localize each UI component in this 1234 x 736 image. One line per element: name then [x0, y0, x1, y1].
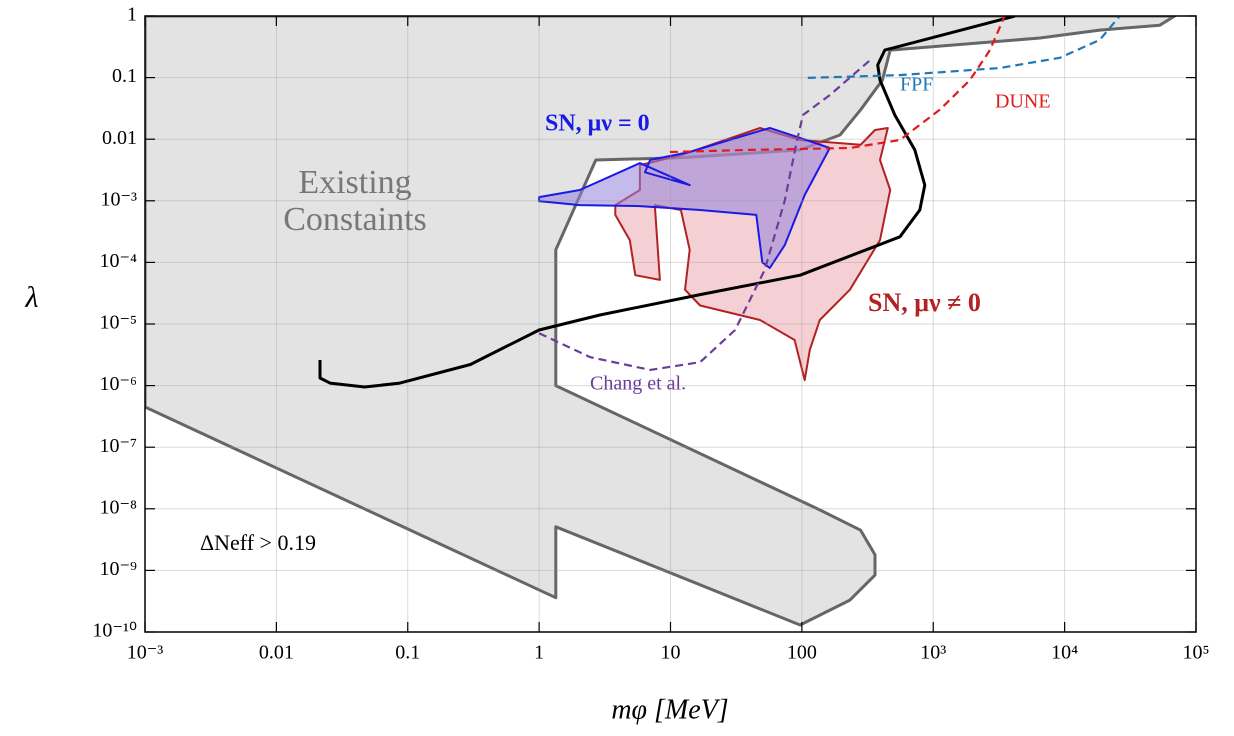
x-axis-label: mφ [MeV]	[611, 694, 728, 725]
y-tick-label: 0.01	[102, 127, 137, 149]
annotation: SN, μν ≠ 0	[868, 288, 981, 317]
x-tick-label: 10	[661, 642, 681, 664]
x-tick-label: 100	[787, 642, 817, 664]
curve	[538, 59, 871, 371]
annotation: SN, μν = 0	[545, 111, 650, 137]
x-tick-label: 10⁵	[1183, 642, 1210, 664]
y-tick-label: 10⁻⁶	[99, 373, 137, 395]
y-tick-label: 10⁻⁴	[99, 250, 137, 272]
x-tick-label: 1	[534, 642, 544, 664]
y-tick-label: 10⁻⁷	[99, 435, 137, 457]
x-tick-label: 0.1	[395, 642, 420, 664]
curve	[807, 16, 1121, 79]
y-tick-label: 0.1	[112, 65, 137, 87]
x-tick-label: 10³	[920, 642, 946, 664]
curve	[669, 16, 1006, 154]
annotation: FPF	[900, 74, 933, 96]
annotation: Existing	[298, 164, 411, 201]
y-tick-label: 10⁻³	[100, 188, 137, 210]
y-tick-label: 10⁻¹⁰	[92, 620, 137, 642]
annotation: Constaints	[283, 201, 427, 238]
y-tick-label: 10⁻⁸	[99, 496, 137, 518]
y-tick-label: 10⁻⁵	[99, 312, 137, 334]
plot-content	[145, 16, 1196, 632]
y-tick-label: 1	[127, 4, 137, 26]
x-tick-label: 10⁴	[1051, 642, 1078, 664]
curve	[318, 16, 1016, 389]
y-tick-label: 10⁻⁹	[99, 558, 137, 580]
annotation: DUNE	[995, 91, 1051, 113]
x-tick-label: 10⁻³	[127, 642, 164, 664]
y-axis-label: λ	[25, 281, 39, 314]
x-tick-label: 0.01	[259, 642, 294, 664]
annotation: ΔNeff > 0.19	[200, 530, 316, 555]
annotation: Chang et al.	[590, 373, 686, 395]
